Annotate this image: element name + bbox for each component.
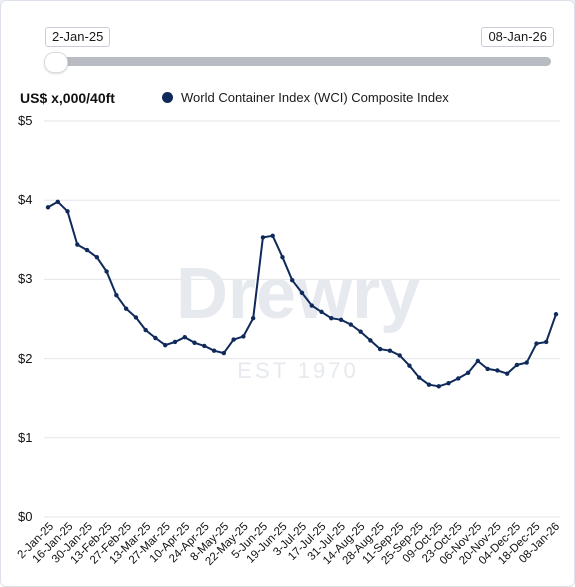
data-point[interactable] xyxy=(65,209,70,214)
data-point[interactable] xyxy=(368,338,373,343)
data-point[interactable] xyxy=(319,309,324,315)
data-point[interactable] xyxy=(436,384,441,389)
data-point[interactable] xyxy=(270,233,275,239)
y-axis-unit-label: US$ x,000/40ft xyxy=(20,90,115,106)
data-point[interactable] xyxy=(348,322,354,327)
data-point[interactable] xyxy=(241,334,246,339)
data-point[interactable] xyxy=(123,306,129,311)
data-point[interactable] xyxy=(329,316,334,321)
data-point[interactable] xyxy=(45,205,51,210)
range-start-label[interactable]: 2-Jan-25 xyxy=(45,27,111,47)
data-point[interactable] xyxy=(94,255,100,260)
watermark-tagline: EST 1970 xyxy=(237,358,358,383)
data-point[interactable] xyxy=(397,353,402,358)
data-point[interactable] xyxy=(309,303,314,308)
data-point[interactable] xyxy=(377,346,383,352)
range-end-label[interactable]: 08-Jan-26 xyxy=(481,27,554,47)
data-point[interactable] xyxy=(280,255,285,260)
data-point[interactable] xyxy=(426,382,432,387)
data-point[interactable] xyxy=(143,327,148,333)
data-point[interactable] xyxy=(485,366,490,372)
data-point[interactable] xyxy=(417,375,422,380)
data-point[interactable] xyxy=(387,348,393,353)
data-point[interactable] xyxy=(358,329,363,334)
data-point[interactable] xyxy=(211,348,217,353)
y-tick-label: $5 xyxy=(18,113,33,128)
legend-label: World Container Index (WCI) Composite In… xyxy=(181,90,449,105)
data-point[interactable] xyxy=(504,371,510,376)
data-point[interactable] xyxy=(221,350,227,356)
y-tick-label: $3 xyxy=(18,271,33,287)
data-point[interactable] xyxy=(524,360,529,365)
data-point[interactable] xyxy=(299,290,305,296)
data-point[interactable] xyxy=(55,199,60,204)
data-point[interactable] xyxy=(338,317,344,322)
drewry-watermark: Drewry EST 1970 xyxy=(176,254,420,383)
data-point[interactable] xyxy=(182,335,187,340)
data-point[interactable] xyxy=(407,363,412,368)
watermark-brand: Drewry xyxy=(176,254,420,334)
data-point[interactable] xyxy=(133,315,139,320)
data-point[interactable] xyxy=(231,337,236,342)
y-tick-label: $1 xyxy=(18,429,33,445)
data-point[interactable] xyxy=(534,341,539,346)
data-point[interactable] xyxy=(456,376,461,381)
data-point[interactable] xyxy=(495,368,500,373)
data-point[interactable] xyxy=(114,293,119,298)
y-tick-label: $0 xyxy=(18,509,33,524)
data-point[interactable] xyxy=(84,247,90,253)
data-point[interactable] xyxy=(75,242,80,247)
data-point[interactable] xyxy=(153,335,158,341)
range-slider-handle[interactable] xyxy=(44,52,68,73)
data-point[interactable] xyxy=(465,370,471,376)
y-tick-label: $4 xyxy=(18,192,33,208)
data-point[interactable] xyxy=(553,312,559,317)
chart-legend[interactable]: World Container Index (WCI) Composite In… xyxy=(162,90,449,105)
data-point[interactable] xyxy=(446,380,451,386)
legend-marker xyxy=(162,92,173,103)
data-point[interactable] xyxy=(514,362,520,368)
data-point[interactable] xyxy=(163,342,168,348)
y-tick-label: $2 xyxy=(18,350,33,366)
data-point[interactable] xyxy=(192,340,197,345)
data-point[interactable] xyxy=(475,358,481,364)
data-point[interactable] xyxy=(544,339,549,345)
data-point[interactable] xyxy=(290,277,295,283)
data-point[interactable] xyxy=(202,343,207,349)
data-point[interactable] xyxy=(250,316,256,321)
data-point[interactable] xyxy=(172,339,178,345)
range-slider-track[interactable] xyxy=(46,57,551,66)
data-point[interactable] xyxy=(104,269,109,274)
data-point[interactable] xyxy=(260,235,266,240)
